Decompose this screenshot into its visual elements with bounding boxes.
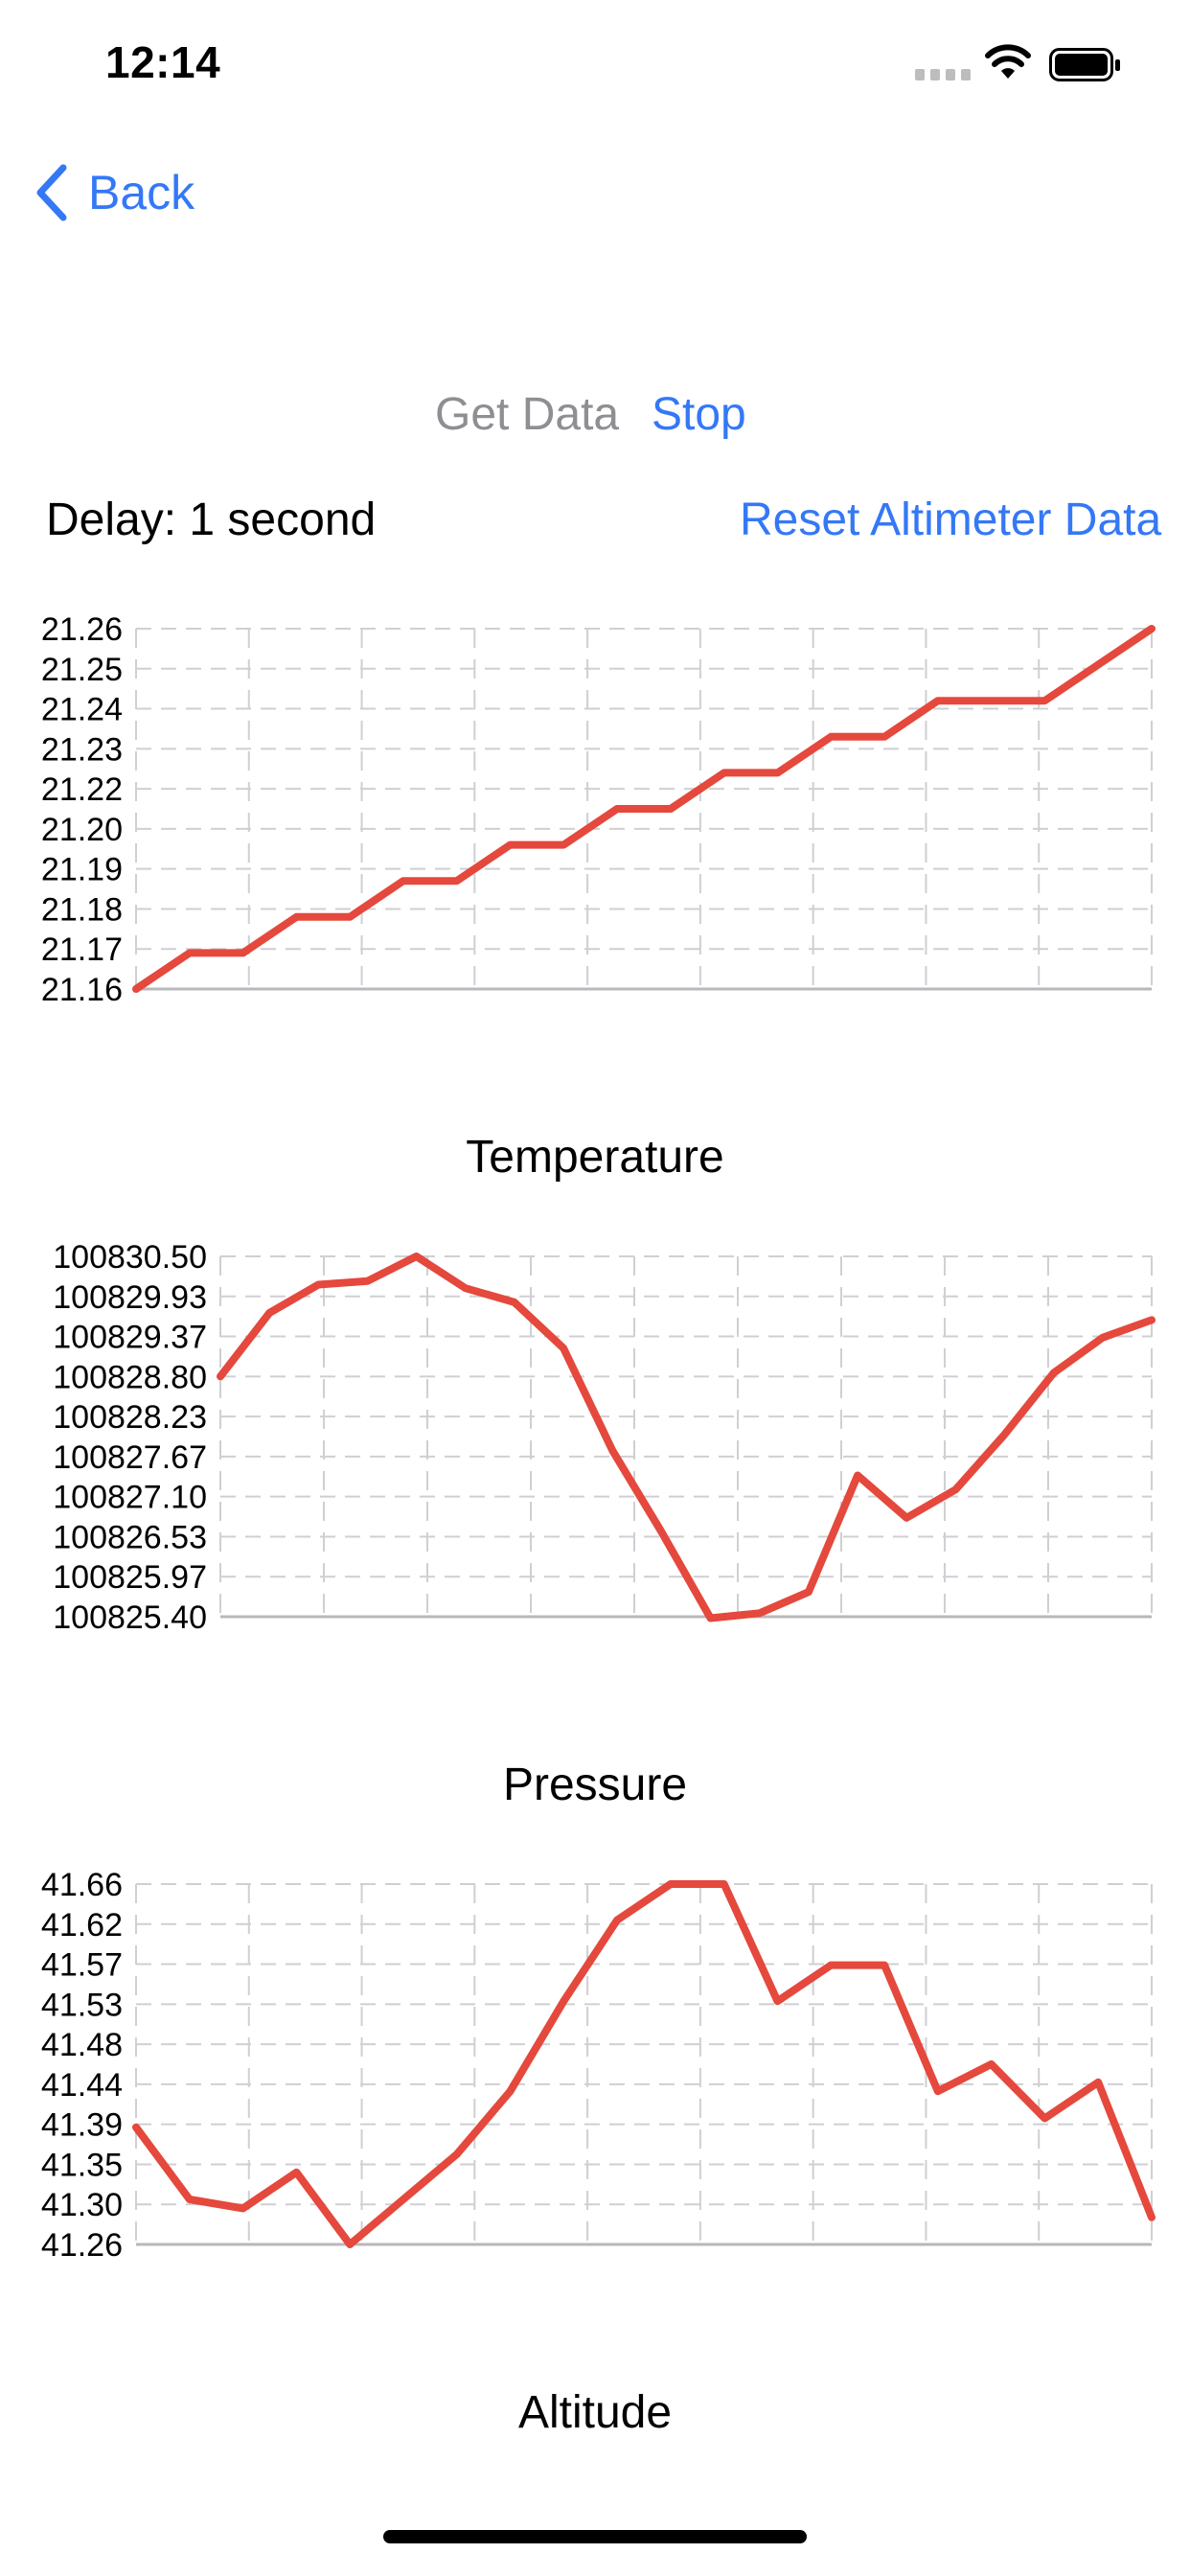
temperature-y-tick-label: 21.20 <box>41 812 123 848</box>
reset-altimeter-button[interactable]: Reset Altimeter Data <box>740 494 1162 545</box>
temperature-y-tick-label: 21.26 <box>41 613 123 648</box>
pressure-y-tick-label: 100825.40 <box>53 1599 207 1636</box>
stop-button[interactable]: Stop <box>652 389 746 440</box>
altitude-y-tick-label: 41.66 <box>41 1869 123 1903</box>
temperature-y-tick-label: 21.23 <box>41 731 123 768</box>
pressure-y-tick-label: 100828.80 <box>53 1359 207 1395</box>
pressure-y-tick-label: 100830.50 <box>53 1241 207 1276</box>
temperature-y-tick-label: 21.25 <box>41 652 123 688</box>
back-button[interactable]: Back <box>34 159 195 226</box>
temperature-y-tick-label: 21.24 <box>41 692 123 728</box>
pressure-y-tick-label: 100827.10 <box>53 1480 207 1516</box>
altitude-y-tick-label: 41.48 <box>41 2027 123 2063</box>
wifi-icon <box>985 44 1031 85</box>
pressure-chart-title: Pressure <box>502 1760 688 1810</box>
altitude-chart-title: Altitude <box>517 2387 673 2438</box>
altitude-y-tick-label: 41.35 <box>41 2147 123 2183</box>
temperature-y-tick-label: 21.17 <box>41 932 123 968</box>
battery-icon <box>1049 48 1120 81</box>
altitude-y-tick-label: 41.57 <box>41 1947 123 1984</box>
altitude-y-tick-label: 41.39 <box>41 2107 123 2144</box>
pressure-y-tick-label: 100827.67 <box>53 1439 207 1476</box>
cellular-signal-icon <box>915 69 971 80</box>
pressure-y-tick-label: 100826.53 <box>53 1519 207 1555</box>
back-label: Back <box>88 166 195 219</box>
get-data-button[interactable]: Get Data <box>435 389 620 440</box>
temperature-chart: 21.26 21.25 21.24 21.23 21.22 21.20 21.19 21.18… <box>0 613 1190 1016</box>
temperature-series-line <box>132 625 1156 993</box>
pressure-y-tick-label: 100828.23 <box>53 1399 207 1436</box>
delay-label: Delay: 1 second <box>46 494 377 545</box>
altitude-y-tick-label: 41.53 <box>41 1987 123 2023</box>
altitude-chart: 41.66 41.62 41.57 41.53 41.48 41.44 41.39 41.35… <box>0 1869 1190 2271</box>
altitude-y-tick-label: 41.44 <box>41 2067 123 2104</box>
pressure-y-tick-label: 100829.93 <box>53 1279 207 1316</box>
altitude-series-line <box>132 1880 1156 2248</box>
status-time: 12:14 <box>105 37 221 87</box>
temperature-y-tick-label: 21.22 <box>41 771 123 808</box>
temperature-y-tick-label: 21.18 <box>41 891 123 928</box>
home-indicator[interactable] <box>383 2530 807 2543</box>
chevron-left-icon <box>36 164 67 221</box>
altitude-y-tick-label: 41.30 <box>41 2187 123 2223</box>
altitude-y-tick-label: 41.62 <box>41 1907 123 1944</box>
temperature-y-tick-label: 21.16 <box>41 972 123 1008</box>
temperature-chart-title: Temperature <box>466 1132 724 1183</box>
pressure-chart: 100830.50 100829.93 100829.37 100828.80 1008… <box>0 1241 1190 1644</box>
pressure-y-tick-label: 100829.37 <box>53 1320 207 1356</box>
temperature-y-tick-label: 21.19 <box>41 852 123 888</box>
pressure-series-line <box>217 1253 1156 1622</box>
altitude-y-tick-label: 41.26 <box>41 2227 123 2264</box>
pressure-y-tick-label: 100825.97 <box>53 1559 207 1596</box>
